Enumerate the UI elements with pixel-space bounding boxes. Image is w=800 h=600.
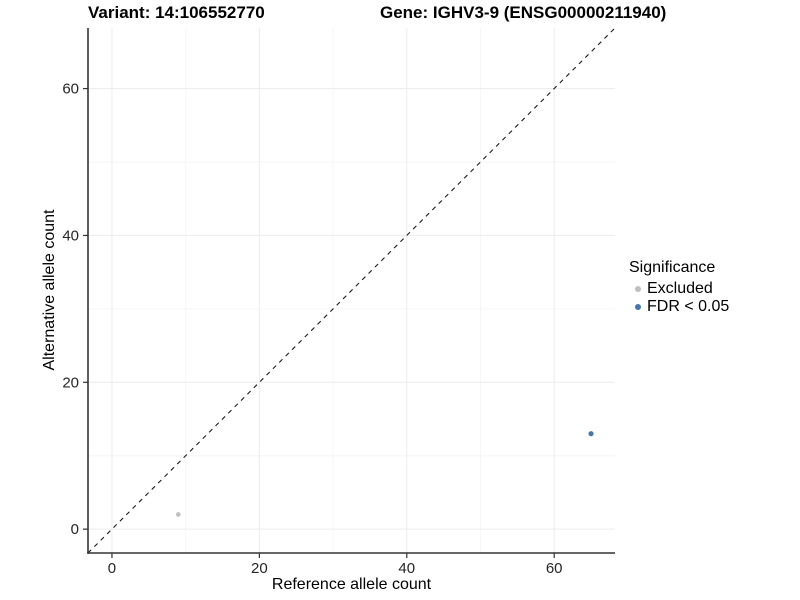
x-tick-label: 20	[251, 560, 268, 577]
x-tick-label: 0	[108, 560, 116, 577]
y-axis-title: Alternative allele count	[41, 209, 58, 371]
legend: Significance Excluded FDR < 0.05	[629, 258, 729, 316]
y-tick-label: 60	[62, 81, 79, 98]
plot-title-variant: Variant: 14:106552770	[88, 3, 265, 22]
x-axis-title: Reference allele count	[271, 576, 432, 593]
data-point	[588, 431, 594, 437]
legend-label-excluded: Excluded	[647, 280, 713, 297]
legend-item-excluded: Excluded	[629, 280, 729, 298]
legend-label-fdr: FDR < 0.05	[647, 298, 730, 315]
plot-title-gene: Gene: IGHV3-9 (ENSG00000211940)	[380, 3, 667, 22]
legend-title: Significance	[629, 259, 716, 276]
data-point	[175, 512, 181, 517]
legend-item-fdr: FDR < 0.05	[629, 298, 729, 316]
legend-dot-fdr-icon	[635, 304, 641, 310]
y-tick-label: 40	[62, 227, 79, 244]
y-tick-label: 20	[62, 374, 79, 391]
x-tick-label: 60	[546, 560, 563, 577]
identity-line	[87, 27, 616, 554]
y-tick-label: 0	[71, 521, 79, 538]
legend-dot-excluded-icon	[635, 286, 641, 292]
x-tick-label: 40	[398, 560, 415, 577]
